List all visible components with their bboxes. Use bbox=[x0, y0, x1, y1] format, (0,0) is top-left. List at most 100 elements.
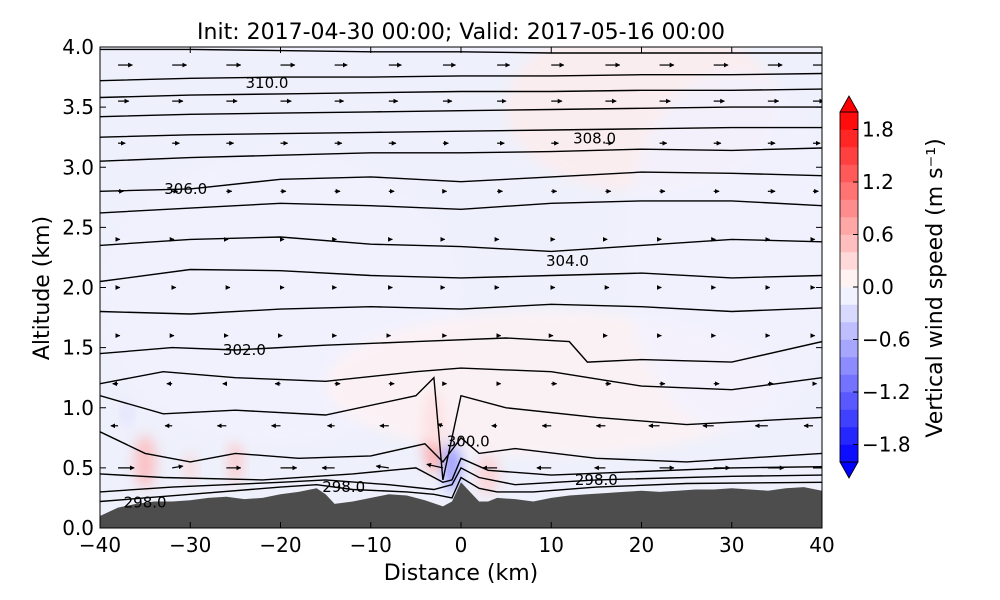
x-axis-title: Distance (km) bbox=[384, 561, 539, 586]
chart-title: Init: 2017-04-30 00:00; Valid: 2017-05-1… bbox=[197, 20, 725, 45]
contour-label: 310.0 bbox=[245, 74, 288, 92]
contour-label-text: 298.0 bbox=[575, 471, 618, 489]
y-tick-label: 3.5 bbox=[62, 95, 94, 119]
colorbar-tick-label: −1.8 bbox=[862, 433, 911, 457]
colorbar-level bbox=[839, 286, 859, 305]
colorbar-level bbox=[839, 304, 859, 323]
w-anomaly bbox=[134, 435, 156, 489]
y-tick-label: 1.5 bbox=[62, 336, 94, 360]
x-tick-label: 40 bbox=[809, 533, 834, 557]
y-tick-label: 0.5 bbox=[62, 456, 94, 480]
contour-label-text: 298.0 bbox=[322, 478, 365, 496]
colorbar-level bbox=[839, 339, 859, 358]
y-axis-ticks: 0.0 0.5 1.0 1.5 2.0 2.5 3.0 3.5 4.0 bbox=[62, 35, 822, 540]
w-anomaly bbox=[623, 71, 822, 432]
contour-label-text: 310.0 bbox=[245, 74, 288, 92]
y-axis-title: Altitude (km) bbox=[30, 216, 55, 360]
colorbar-level bbox=[839, 111, 859, 130]
wind-vector bbox=[172, 464, 184, 470]
contour-label-text: 300.0 bbox=[447, 432, 490, 450]
theta-contour bbox=[100, 376, 822, 481]
y-tick-label: 2.5 bbox=[62, 215, 94, 239]
x-tick-label: 20 bbox=[629, 533, 654, 557]
colorbar-level bbox=[839, 426, 859, 445]
contour-label: 302.0 bbox=[223, 341, 266, 359]
wind-vector bbox=[437, 423, 444, 428]
colorbar-level bbox=[839, 129, 859, 148]
x-tick-label: −40 bbox=[79, 533, 121, 557]
theta-contour bbox=[100, 147, 822, 162]
terrain bbox=[100, 482, 822, 528]
colorbar-level bbox=[839, 181, 859, 200]
x-tick-label: −20 bbox=[259, 533, 301, 557]
theta-contour bbox=[100, 367, 822, 391]
colorbar-level bbox=[839, 321, 859, 340]
contour-label: 306.0 bbox=[164, 180, 207, 198]
y-tick-label: 4.0 bbox=[62, 35, 94, 59]
colorbar-ticks: 1.8 1.2 0.6 0.0 −0.6 −1.2 −1.8 bbox=[853, 118, 911, 457]
colorbar bbox=[839, 95, 859, 479]
contour-labels: 310.0 308.0 306.0 304.0 302.0 300.0 298.0 298.0… bbox=[124, 74, 618, 512]
colorbar-level bbox=[839, 234, 859, 253]
x-tick-label: −30 bbox=[169, 533, 211, 557]
y-tick-label: 1.0 bbox=[62, 396, 94, 420]
colorbar-level bbox=[839, 216, 859, 235]
theta-contour bbox=[100, 337, 822, 363]
theta-contour bbox=[100, 88, 822, 99]
x-axis-ticks: −40 −30 −20 −10 0 10 20 30 40 bbox=[79, 47, 835, 557]
contour-label-text: 298.0 bbox=[124, 494, 167, 512]
wind-vector bbox=[375, 464, 389, 470]
contour-label-text: 306.0 bbox=[164, 180, 207, 198]
theta-contour bbox=[100, 171, 822, 192]
colorbar-level bbox=[839, 251, 859, 270]
colorbar-tick-label: 1.2 bbox=[862, 170, 894, 194]
colorbar-level bbox=[839, 164, 859, 183]
theta-contour bbox=[100, 268, 822, 283]
theta-contour bbox=[100, 466, 822, 493]
contour-label: 298.0 bbox=[124, 494, 167, 512]
colorbar-level bbox=[839, 444, 859, 463]
x-tick-label: 10 bbox=[539, 533, 564, 557]
y-tick-label: 0.0 bbox=[62, 516, 94, 540]
contour-label-text: 308.0 bbox=[573, 129, 616, 147]
w-anomaly bbox=[122, 401, 132, 426]
contour-label: 304.0 bbox=[546, 252, 589, 270]
contour-label: 300.0 bbox=[447, 432, 490, 450]
w-anomaly bbox=[477, 452, 499, 496]
colorbar-level bbox=[839, 409, 859, 428]
contour-label: 298.0 bbox=[575, 471, 618, 489]
colorbar-min-extend bbox=[839, 461, 859, 479]
plot-area: 310.0 308.0 306.0 304.0 302.0 300.0 298.0 298.0… bbox=[99, 46, 823, 529]
colorbar-tick-label: 1.8 bbox=[862, 118, 894, 142]
contour-label: 308.0 bbox=[573, 129, 616, 147]
wind-vector bbox=[426, 462, 444, 469]
theta-contour bbox=[100, 431, 822, 463]
y-tick-label: 2.0 bbox=[62, 276, 94, 300]
colorbar-max-extend bbox=[839, 95, 859, 113]
colorbar-tick-label: 0.0 bbox=[862, 275, 894, 299]
theta-contour bbox=[100, 236, 822, 253]
w-anomaly bbox=[228, 440, 243, 484]
colorbar-level bbox=[839, 269, 859, 288]
contour-label-text: 302.0 bbox=[223, 341, 266, 359]
theta-contour bbox=[100, 200, 822, 214]
theta-contour bbox=[100, 72, 822, 82]
colorbar-label: Vertical wind speed (m s⁻¹) bbox=[923, 138, 948, 437]
colorbar-level bbox=[839, 146, 859, 165]
colorbar-tick-label: −0.6 bbox=[862, 328, 911, 352]
theta-contour bbox=[100, 303, 822, 315]
x-tick-label: 30 bbox=[719, 533, 744, 557]
theta-contour bbox=[100, 126, 822, 138]
x-tick-label: 0 bbox=[455, 533, 468, 557]
x-tick-label: −10 bbox=[350, 533, 392, 557]
wind-vectors bbox=[110, 62, 822, 471]
theta-contour bbox=[100, 457, 822, 484]
colorbar-level bbox=[839, 356, 859, 375]
colorbar-tick-label: −1.2 bbox=[862, 380, 911, 404]
colorbar-level bbox=[839, 199, 859, 218]
w-anomaly bbox=[184, 453, 196, 483]
theta-contour bbox=[100, 476, 822, 503]
y-tick-label: 3.0 bbox=[62, 155, 94, 179]
colorbar-tick-label: 0.6 bbox=[862, 223, 894, 247]
